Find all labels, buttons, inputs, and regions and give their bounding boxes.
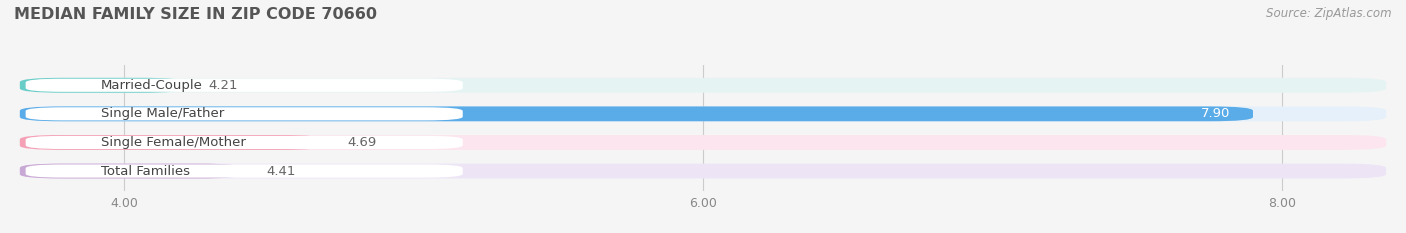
- FancyBboxPatch shape: [20, 106, 1253, 121]
- Text: MEDIAN FAMILY SIZE IN ZIP CODE 70660: MEDIAN FAMILY SIZE IN ZIP CODE 70660: [14, 7, 377, 22]
- FancyBboxPatch shape: [25, 164, 463, 178]
- FancyBboxPatch shape: [20, 78, 1386, 93]
- Text: Single Male/Father: Single Male/Father: [101, 107, 224, 120]
- FancyBboxPatch shape: [25, 79, 463, 92]
- FancyBboxPatch shape: [25, 107, 463, 120]
- Text: Source: ZipAtlas.com: Source: ZipAtlas.com: [1267, 7, 1392, 20]
- FancyBboxPatch shape: [20, 164, 1386, 178]
- FancyBboxPatch shape: [25, 136, 463, 149]
- Text: 4.21: 4.21: [208, 79, 238, 92]
- Text: Single Female/Mother: Single Female/Mother: [101, 136, 246, 149]
- FancyBboxPatch shape: [20, 78, 184, 93]
- Text: 7.90: 7.90: [1201, 107, 1230, 120]
- FancyBboxPatch shape: [20, 106, 1386, 121]
- Text: 4.69: 4.69: [347, 136, 377, 149]
- FancyBboxPatch shape: [20, 164, 243, 178]
- Text: 4.41: 4.41: [266, 164, 295, 178]
- FancyBboxPatch shape: [20, 135, 1386, 150]
- Text: Married-Couple: Married-Couple: [101, 79, 202, 92]
- Text: Total Families: Total Families: [101, 164, 190, 178]
- FancyBboxPatch shape: [20, 135, 323, 150]
